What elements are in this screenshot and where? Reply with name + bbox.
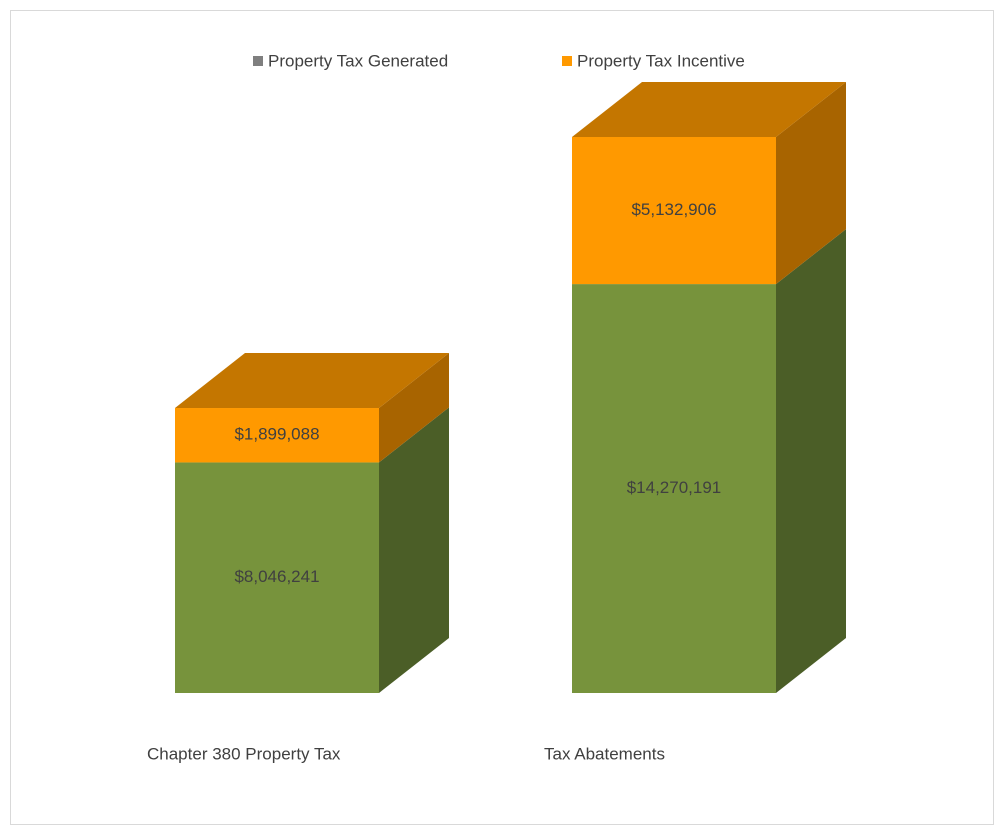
legend-label: Property Tax Incentive xyxy=(577,51,745,70)
legend-swatch xyxy=(562,56,572,66)
bar-top xyxy=(572,82,846,137)
bar-side xyxy=(776,229,846,694)
x-tick-label: Chapter 380 Property Tax xyxy=(147,744,341,763)
bar xyxy=(572,284,776,693)
bar xyxy=(572,137,776,285)
bar-top xyxy=(175,353,449,409)
bar-side xyxy=(379,407,449,693)
data-label: $5,132,906 xyxy=(631,200,716,219)
legend-swatch xyxy=(253,56,263,66)
chart-border xyxy=(10,10,994,825)
data-label: $8,046,241 xyxy=(234,567,319,586)
data-label: $1,899,088 xyxy=(234,425,319,444)
bar-side xyxy=(776,82,846,285)
bar xyxy=(175,408,379,463)
legend-label: Property Tax Generated xyxy=(268,51,448,70)
x-tick-label: Tax Abatements xyxy=(544,744,665,763)
bar-side xyxy=(379,353,449,463)
data-label: $14,270,191 xyxy=(627,478,722,497)
bar xyxy=(175,462,379,693)
